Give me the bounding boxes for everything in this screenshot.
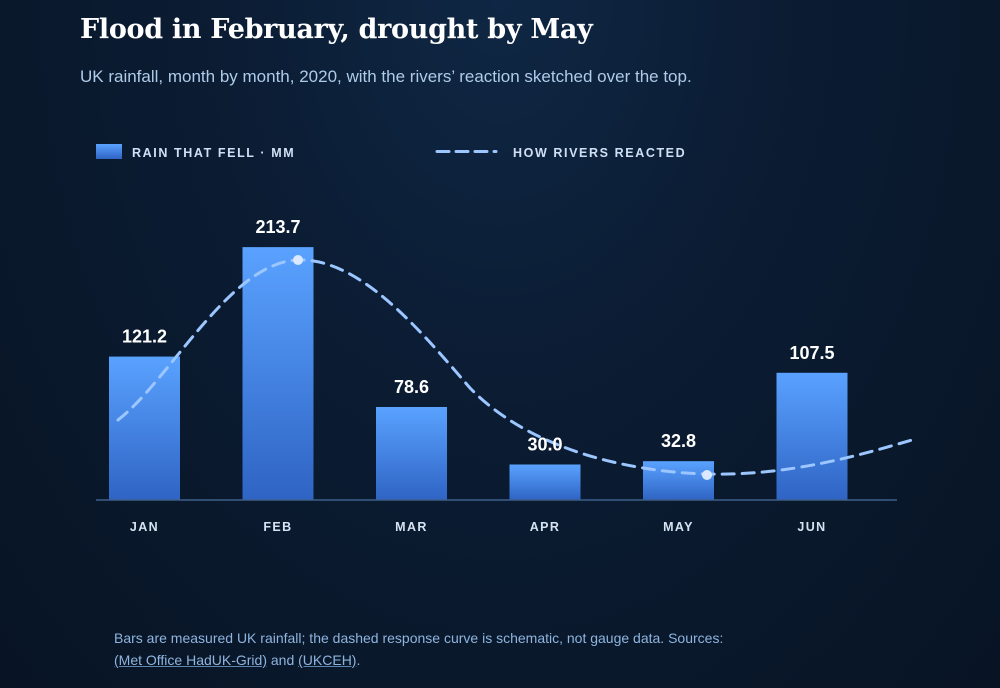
value-label-feb: 213.7 — [255, 217, 300, 237]
legend-bar-swatch — [96, 144, 122, 159]
footer-note: Bars are measured UK rainfall; the dashe… — [114, 627, 894, 671]
value-label-jun: 107.5 — [789, 343, 834, 363]
value-label-apr: 30.0 — [527, 435, 562, 455]
bar-feb — [242, 247, 314, 500]
chart-subtitle: UK rainfall, month by month, 2020, with … — [80, 67, 692, 86]
bar-jan — [109, 356, 180, 500]
footer-end: . — [356, 652, 361, 668]
value-label-mar: 78.6 — [394, 377, 429, 397]
source-met-office-link[interactable]: (Met Office HadUK-Grid) — [114, 652, 267, 668]
river-response-curve — [116, 258, 914, 476]
chart-title: Flood in February, drought by May — [80, 14, 593, 45]
footer-text: Bars are measured UK rainfall; the dashe… — [114, 630, 724, 646]
rainfall-chart: RAIN THAT FELL · MM HOW RIVERS REACTED 1… — [96, 144, 914, 534]
x-tick-may: MAY — [663, 520, 694, 534]
bar-apr — [509, 464, 581, 500]
x-tick-jun: JUN — [797, 520, 826, 534]
source-ukceh-link[interactable]: (UKCEH) — [298, 652, 357, 668]
bar-mar — [376, 406, 447, 500]
bar-jun — [776, 372, 848, 500]
footer-joiner: and — [267, 652, 299, 668]
x-tick-jan: JAN — [130, 520, 159, 534]
legend: RAIN THAT FELL · MM HOW RIVERS REACTED — [96, 144, 686, 160]
x-tick-feb: FEB — [263, 520, 292, 534]
bar-may — [643, 461, 714, 500]
curve-trough-marker — [702, 470, 712, 480]
value-label-jan: 121.2 — [122, 327, 167, 347]
value-label-may: 32.8 — [661, 431, 696, 451]
legend-label-rain: RAIN THAT FELL · MM — [132, 146, 295, 160]
curve-peak-marker — [293, 255, 303, 265]
x-tick-mar: MAR — [395, 520, 428, 534]
legend-label-rivers: HOW RIVERS REACTED — [513, 146, 686, 160]
x-tick-apr: APR — [530, 520, 561, 534]
